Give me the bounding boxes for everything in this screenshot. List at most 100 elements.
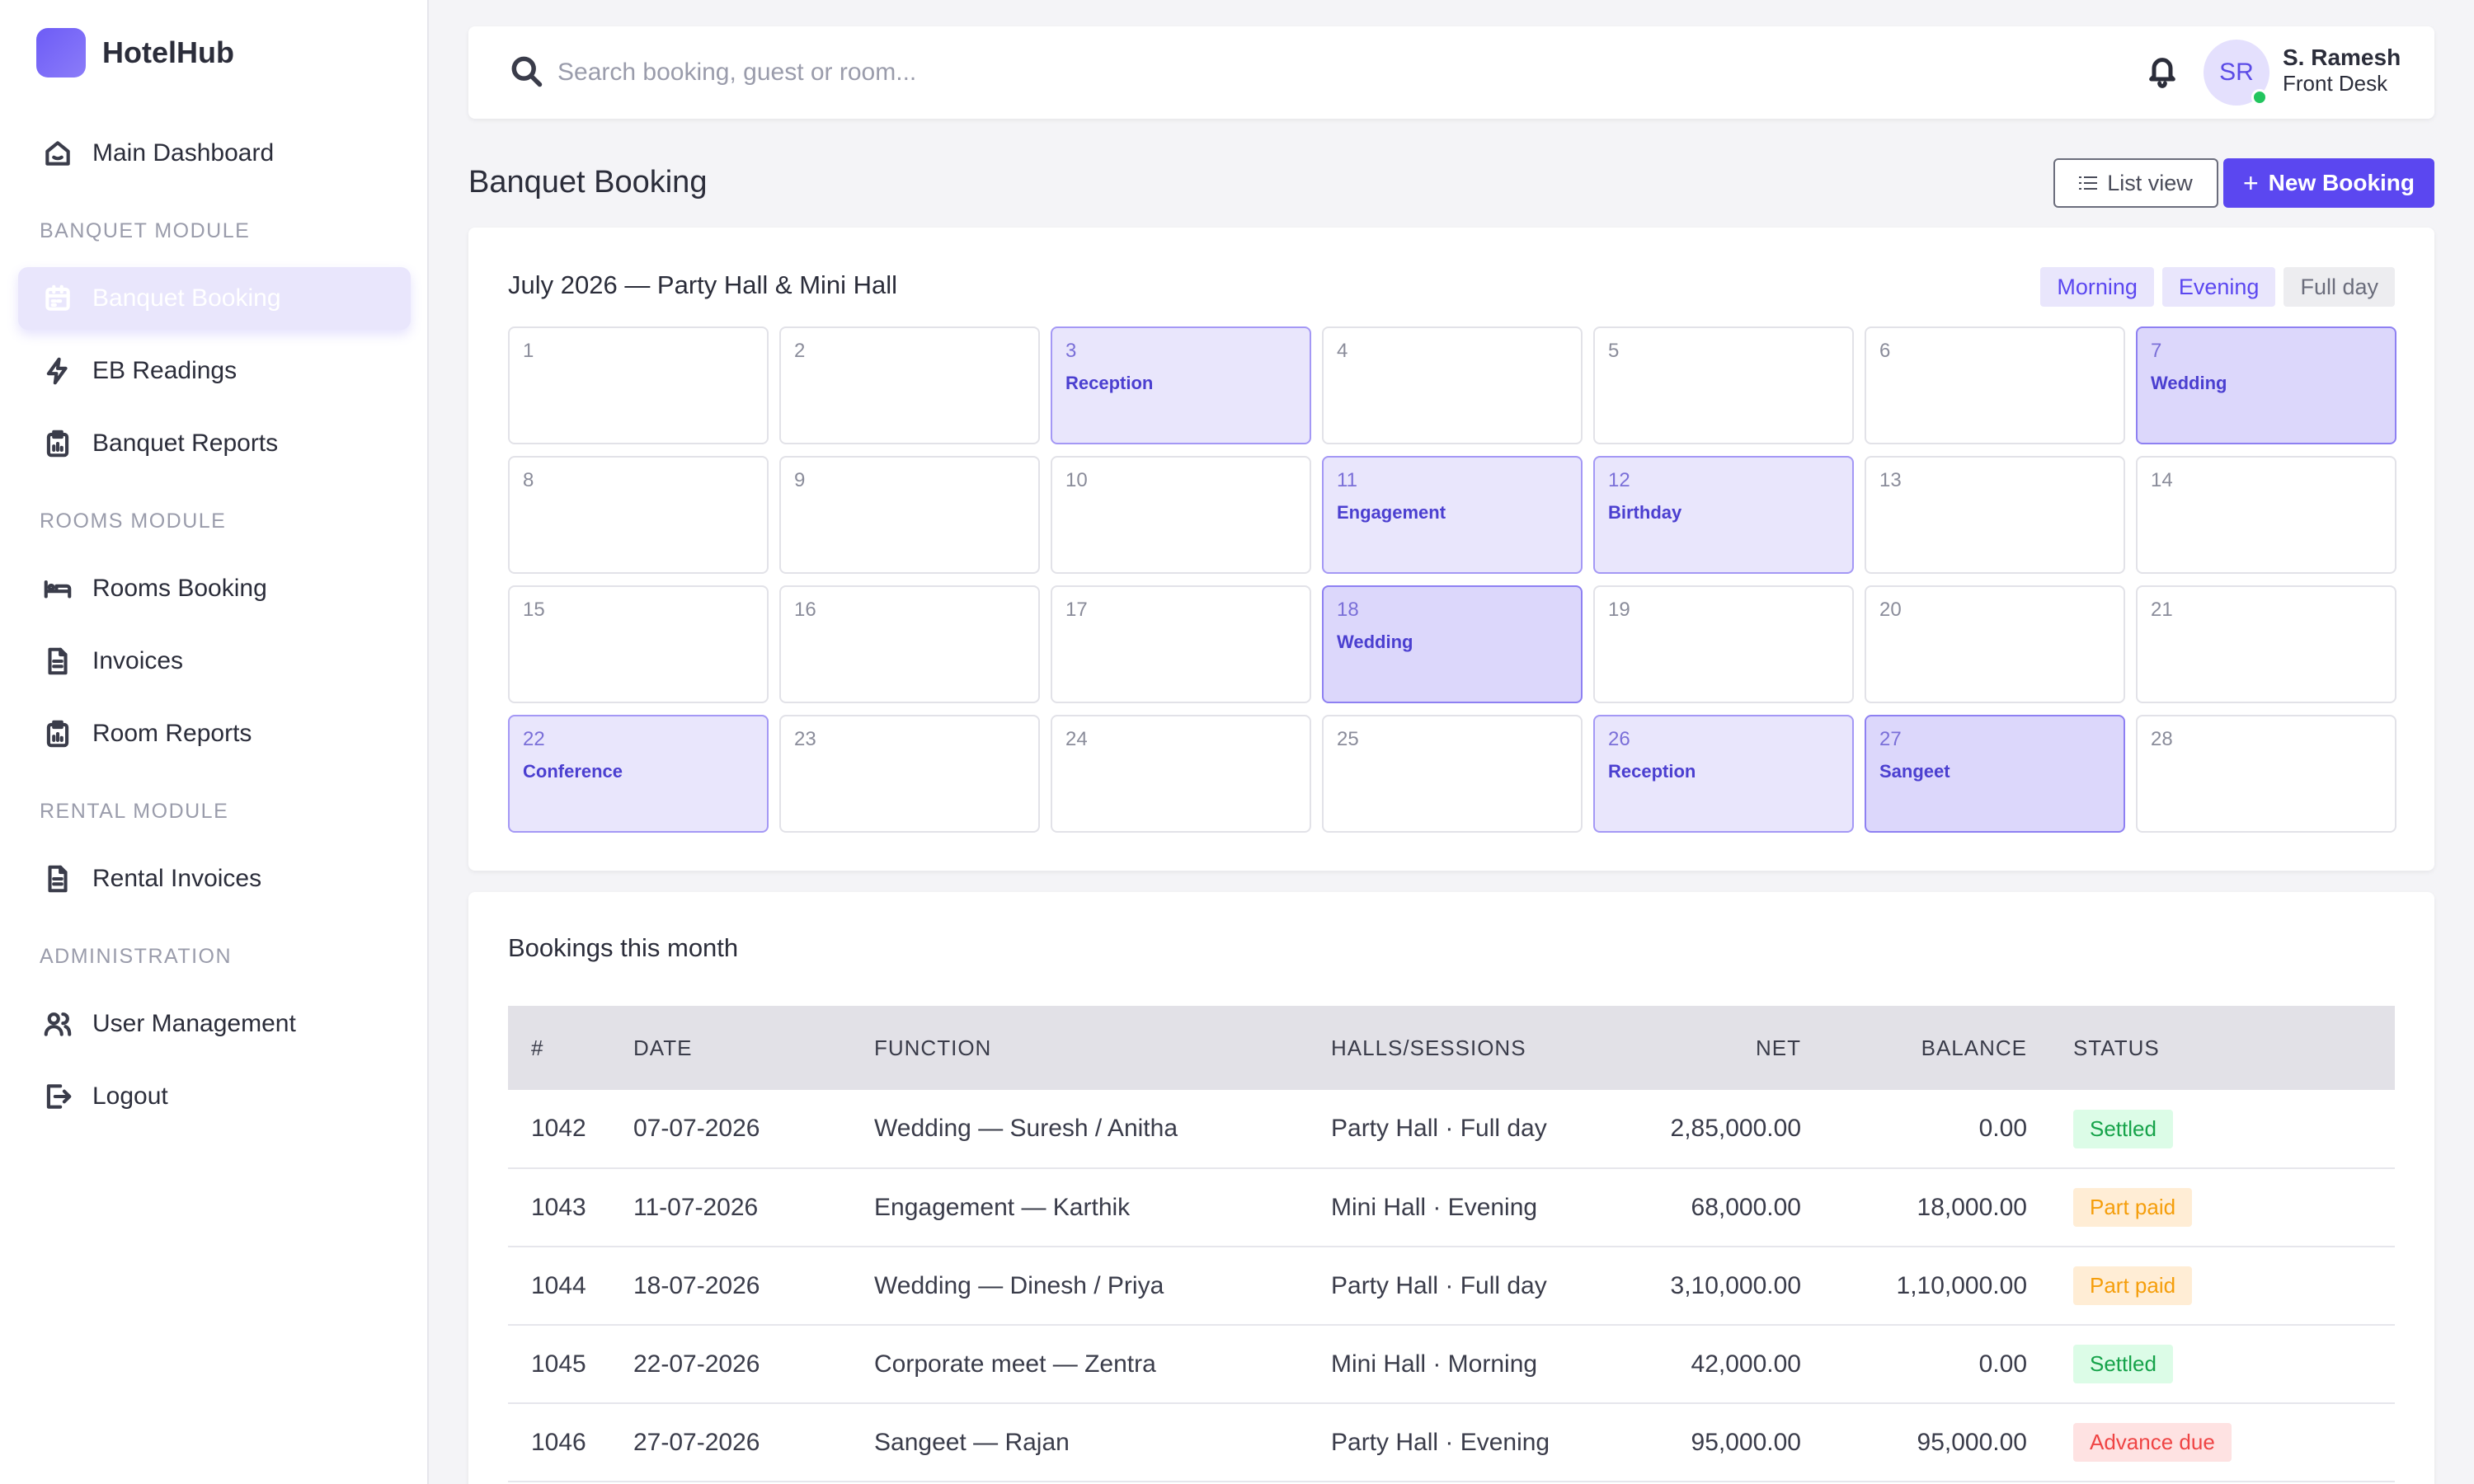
calendar-day[interactable]: 27 Sangeet — [1865, 715, 2125, 833]
page-title: Banquet Booking — [468, 165, 708, 200]
calendar-day-number: 27 — [1879, 728, 1902, 750]
calendar-day[interactable]: 7 Wedding — [2136, 326, 2396, 444]
calendar-day[interactable]: 24 — [1051, 715, 1311, 833]
calendar-day-number: 7 — [2151, 340, 2162, 362]
online-status-dot — [2251, 89, 2268, 106]
calendar-event-label: Birthday — [1608, 502, 1682, 523]
sidebar-item-label: Rooms Booking — [92, 575, 267, 602]
cell-net: 42,000.00 — [1621, 1325, 1824, 1404]
calendar-day-number: 16 — [794, 599, 816, 621]
calendar-day[interactable]: 8 — [508, 456, 769, 574]
calendar-day[interactable]: 16 — [779, 585, 1040, 703]
status-badge: Settled — [2073, 1109, 2173, 1148]
calendar-day[interactable]: 18 Wedding — [1322, 585, 1583, 703]
calendar-day[interactable]: 15 — [508, 585, 769, 703]
calendar-day[interactable]: 25 — [1322, 715, 1583, 833]
calendar-day[interactable]: 2 — [779, 326, 1040, 444]
calendar-day-number: 17 — [1065, 599, 1088, 621]
sidebar-item-room-reports[interactable]: Room Reports — [18, 702, 411, 765]
sidebar-item-label: Logout — [92, 1082, 168, 1110]
cell-function: Sangeet — Rajan — [851, 1403, 1308, 1482]
legend-evening: Evening — [2161, 267, 2276, 307]
calendar-day[interactable]: 6 — [1865, 326, 2125, 444]
table-row[interactable]: 1042 07-07-2026 Wedding — Suresh / Anitha P… — [508, 1090, 2395, 1169]
calendar-day-number: 19 — [1608, 599, 1630, 621]
calendar-event-label: Engagement — [1337, 502, 1446, 523]
calendar-event-label: Reception — [1608, 761, 1696, 782]
calendar-day[interactable]: 9 — [779, 456, 1040, 574]
section-label-rental: RENTAL MODULE — [40, 800, 229, 823]
calendar-day[interactable]: 20 — [1865, 585, 2125, 703]
calendar-day-number: 11 — [1337, 469, 1357, 491]
column-header-status: STATUS — [2073, 1035, 2160, 1060]
brand[interactable]: HotelHub — [36, 28, 234, 77]
new-booking-button[interactable]: + New Booking — [2223, 158, 2434, 208]
sidebar-item-rental-invoices[interactable]: Rental Invoices — [18, 848, 411, 910]
status-badge: Part paid — [2073, 1266, 2193, 1305]
column-header-halls: HALLS/SESSIONS — [1331, 1035, 1526, 1060]
calendar-day[interactable]: 14 — [2136, 456, 2396, 574]
calendar-day[interactable]: 10 — [1051, 456, 1311, 574]
calendar-day[interactable]: 22 Conference — [508, 715, 769, 833]
column-header-id: # — [531, 1035, 544, 1060]
new-booking-label: New Booking — [2268, 170, 2415, 195]
table-row[interactable]: 1046 27-07-2026 Sangeet — Rajan Party Hall … — [508, 1403, 2395, 1482]
calendar-day[interactable]: 3 Reception — [1051, 326, 1311, 444]
cell-date: 07-07-2026 — [610, 1090, 851, 1169]
calendar-day-number: 15 — [523, 599, 545, 621]
calendar-day[interactable]: 1 — [508, 326, 769, 444]
calendar-day[interactable]: 21 — [2136, 585, 2396, 703]
calendar-event-label: Wedding — [2151, 373, 2227, 393]
column-header-balance: BALANCE — [1921, 1035, 2027, 1060]
sidebar-item-invoices[interactable]: Invoices — [18, 630, 411, 693]
sidebar-item-eb-readings[interactable]: EB Readings — [18, 340, 411, 402]
sidebar-item-label: Invoices — [92, 647, 184, 674]
sidebar-item-label: Banquet Booking — [92, 284, 281, 312]
calendar-day[interactable]: 26 Reception — [1593, 715, 1854, 833]
sidebar-item-logout[interactable]: Logout — [18, 1065, 411, 1128]
calendar-day[interactable]: 23 — [779, 715, 1040, 833]
section-label-rooms: ROOMS MODULE — [40, 510, 227, 533]
sidebar-item-banquet-booking[interactable]: Banquet Booking — [18, 267, 411, 330]
list-view-button[interactable]: List view — [2053, 158, 2218, 208]
avatar[interactable]: SR — [2204, 40, 2269, 106]
calendar-day-number: 9 — [794, 469, 806, 491]
cell-halls: Party Hall · Evening — [1308, 1403, 1621, 1482]
list-view-label: List view — [2107, 170, 2193, 195]
table-row[interactable]: 1045 22-07-2026 Corporate meet — Zentra Min… — [508, 1325, 2395, 1404]
calendar-day[interactable]: 28 — [2136, 715, 2396, 833]
calendar-day[interactable]: 12 Birthday — [1593, 456, 1854, 574]
sidebar-item-rooms-booking[interactable]: Rooms Booking — [18, 557, 411, 620]
cell-balance: 0.00 — [1824, 1325, 2050, 1404]
sidebar-item-user-management[interactable]: User Management — [18, 993, 411, 1055]
bell-icon[interactable] — [2146, 53, 2182, 92]
calendar-day[interactable]: 5 — [1593, 326, 1854, 444]
cell-id: 1044 — [508, 1247, 610, 1326]
calendar-event-label: Reception — [1065, 373, 1154, 393]
brand-logo-icon — [36, 28, 86, 77]
calendar-day[interactable]: 13 — [1865, 456, 2125, 574]
cell-halls: Mini Hall · Evening — [1308, 1168, 1621, 1247]
cell-balance: 1,10,000.00 — [1824, 1247, 2050, 1326]
calendar-event-label: Sangeet — [1879, 761, 1950, 782]
calendar-day[interactable]: 11 Engagement — [1322, 456, 1583, 574]
calendar-day-number: 4 — [1337, 340, 1348, 362]
search-input[interactable] — [557, 48, 1300, 97]
sidebar-item-label: User Management — [92, 1010, 296, 1037]
calendar-day[interactable]: 4 — [1322, 326, 1583, 444]
cell-function: Corporate meet — Zentra — [851, 1325, 1308, 1404]
table-row[interactable]: 1044 18-07-2026 Wedding — Dinesh / Priya Pa… — [508, 1247, 2395, 1326]
document-icon — [40, 643, 76, 679]
sidebar-item-label: EB Readings — [92, 357, 238, 384]
status-badge: Settled — [2073, 1345, 2173, 1383]
calendar-day[interactable]: 17 — [1051, 585, 1311, 703]
sidebar-item-banquet-reports[interactable]: Banquet Reports — [18, 412, 411, 475]
document-icon — [40, 861, 76, 897]
calendar-day-number: 24 — [1065, 728, 1088, 750]
calendar-day-number: 28 — [2151, 728, 2173, 750]
table-row[interactable]: 1043 11-07-2026 Engagement — Karthik Mini H… — [508, 1168, 2395, 1247]
column-header-function: FUNCTION — [874, 1035, 992, 1060]
calendar-icon — [40, 280, 76, 317]
calendar-day[interactable]: 19 — [1593, 585, 1854, 703]
sidebar-item-main-dashboard[interactable]: Main Dashboard — [18, 122, 411, 185]
